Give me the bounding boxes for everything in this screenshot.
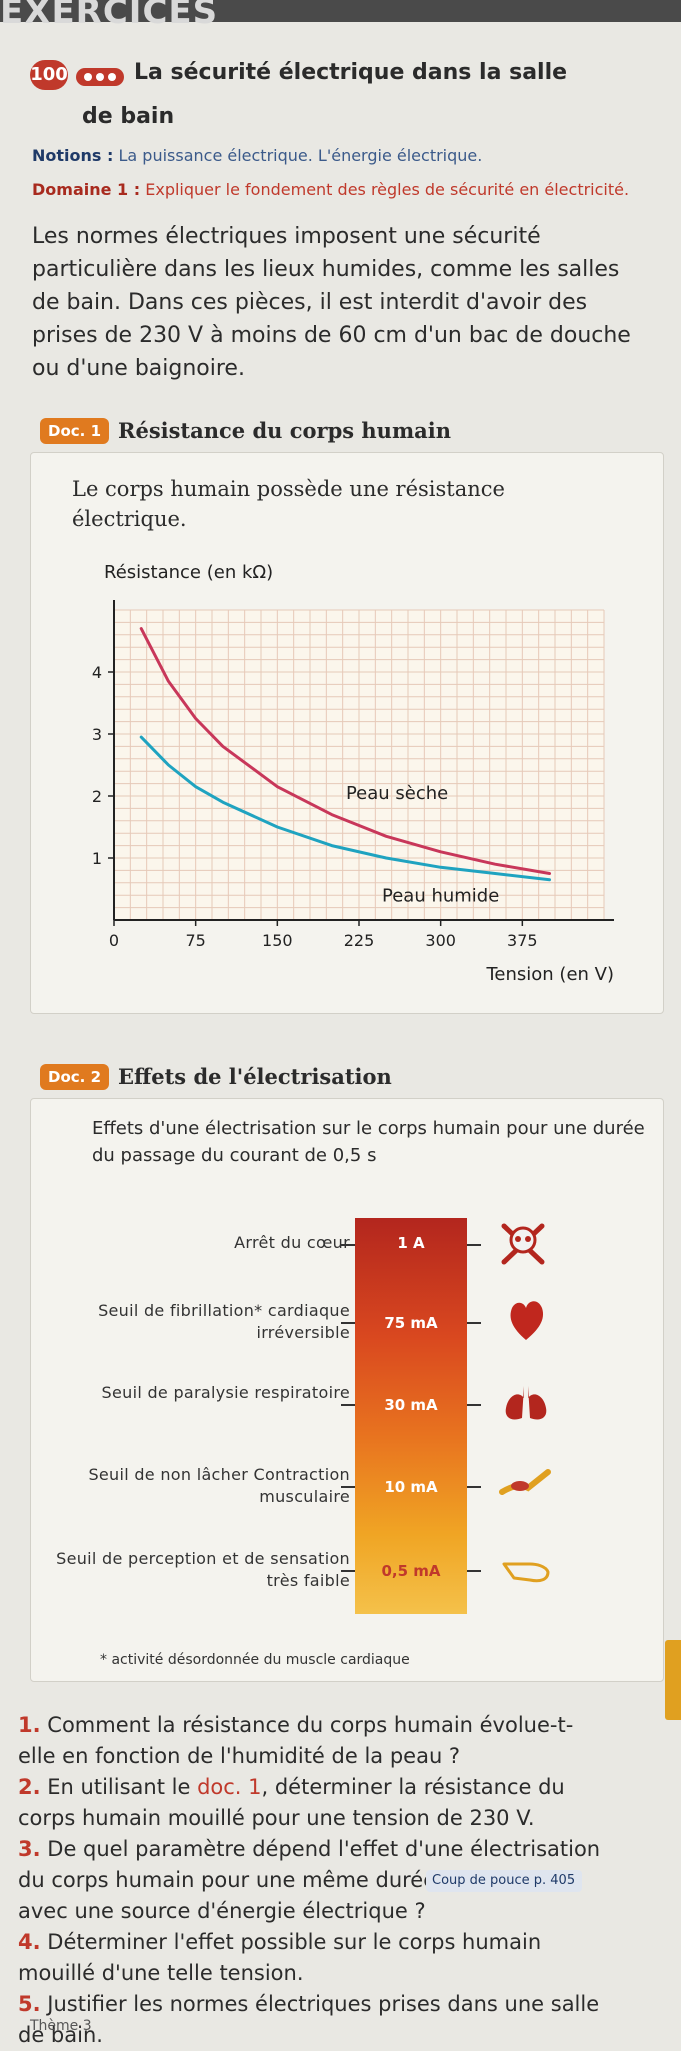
chart-ticks: 0 75 150 225 300 375 1 2 3 4 xyxy=(92,663,538,950)
tick-mark xyxy=(341,1404,355,1406)
domaine-label: Domaine 1 : xyxy=(32,180,141,199)
exercise-title: La sécurité électrique dans la salle xyxy=(134,60,568,85)
skull-crossbones-icon xyxy=(501,1223,545,1265)
y-tick-label: 4 xyxy=(92,663,102,682)
question-number: 4. xyxy=(18,1930,41,1954)
margin-tab xyxy=(665,1640,681,1720)
exercise-title-line2: de bain xyxy=(82,104,175,129)
question-number: 3. xyxy=(18,1837,41,1861)
notions-text: La puissance électrique. L'énergie élect… xyxy=(118,146,483,165)
arm-muscle-icon xyxy=(499,1469,551,1495)
x-tick-label: 375 xyxy=(507,931,538,950)
doc2-intro: Effets d'une électrisation sur le corps … xyxy=(92,1118,645,1166)
tick-mark xyxy=(341,1244,355,1246)
question-number: 5. xyxy=(18,1992,41,2016)
tick-mark xyxy=(341,1322,355,1324)
tick-mark xyxy=(467,1570,481,1572)
level-label: Seuil de paralysie respiratoire xyxy=(101,1383,350,1402)
x-tick-label: 0 xyxy=(109,931,119,950)
question-item: 2. En utilisant le doc. 1, déterminer la… xyxy=(18,1772,608,1834)
tick-mark xyxy=(341,1486,355,1488)
tick-mark xyxy=(467,1244,481,1246)
tick-mark xyxy=(467,1486,481,1488)
question-item: 4. Déterminer l'effet possible sur le co… xyxy=(18,1927,608,1989)
header-band: EXERCICES xyxy=(0,0,681,32)
x-tick-label: 150 xyxy=(262,931,293,950)
doc1-title: Résistance du corps humain xyxy=(118,418,452,443)
question-number: 1. xyxy=(18,1713,41,1737)
y-tick-label: 1 xyxy=(92,849,102,868)
series-line xyxy=(139,627,552,875)
y-tick-label: 2 xyxy=(92,787,102,806)
series-line xyxy=(139,735,552,882)
current-scale-bar xyxy=(355,1218,467,1614)
chart-axes xyxy=(113,600,614,921)
tick-mark xyxy=(467,1322,481,1324)
lungs-icon xyxy=(505,1386,547,1420)
x-tick-label: 225 xyxy=(344,931,375,950)
question-item: 5. Justifier les normes électriques pris… xyxy=(18,1989,608,2051)
chart-y-label: Résistance (en kΩ) xyxy=(104,562,273,583)
level-value: 0,5 mA xyxy=(381,1562,441,1580)
question-item: 1. Comment la résistance du corps humain… xyxy=(18,1710,608,1772)
section-title: EXERCICES xyxy=(0,0,219,32)
exercise-number: 100 xyxy=(30,60,68,90)
tick-mark xyxy=(341,1570,355,1572)
chart-lines: Peau sèche Peau humide xyxy=(139,627,552,906)
series-label: Peau sèche xyxy=(346,783,448,804)
level-label: Seuil de non lâcher Contraction musculai… xyxy=(88,1465,350,1506)
tick-mark xyxy=(467,1404,481,1406)
question-text: Déterminer l'effet possible sur le corps… xyxy=(18,1930,542,1985)
footer-theme: Thème 3 xyxy=(30,2018,92,2034)
doc1-tag: Doc. 1 xyxy=(40,418,110,444)
level-label: Seuil de fibrillation* cardiaque irréver… xyxy=(98,1301,350,1342)
notions-label: Notions : xyxy=(32,146,114,165)
doc2-panel xyxy=(30,1098,664,1682)
chart-x-label: Tension (en V) xyxy=(485,964,614,985)
x-tick-label: 75 xyxy=(185,931,205,950)
doc1-text: Le corps humain possède une résistance é… xyxy=(72,477,505,531)
question-text: Justifier les normes électriques prises … xyxy=(18,1992,600,2047)
level-label: Arrêt du cœur xyxy=(234,1233,350,1252)
resistance-chart: 0 75 150 225 300 375 1 2 3 4 Peau sèche Peau humid… xyxy=(92,562,614,985)
level-label: Seuil de perception et de sensation très… xyxy=(56,1549,350,1590)
question-text: Comment la résistance du corps humain év… xyxy=(18,1713,574,1768)
y-tick-label: 3 xyxy=(92,725,102,744)
doc2-title: Effets de l'électrisation xyxy=(118,1064,392,1089)
level-value: 30 mA xyxy=(384,1396,438,1414)
x-tick-label: 300 xyxy=(425,931,456,950)
difficulty-level-icon xyxy=(76,68,124,86)
doc-reference-link[interactable]: doc. 1 xyxy=(197,1775,262,1799)
pointing-hand-icon xyxy=(502,1562,550,1583)
domaine-text: Expliquer le fondement des règles de séc… xyxy=(145,180,630,199)
coup-de-pouce-badge[interactable]: Coup de pouce p. 405 xyxy=(426,1870,582,1892)
level-value: 75 mA xyxy=(384,1314,438,1332)
series-label: Peau humide xyxy=(382,885,499,906)
doc2-footnote: * activité désordonnée du muscle cardiaq… xyxy=(100,1652,410,1668)
chart-grid xyxy=(113,609,605,921)
question-number: 2. xyxy=(18,1775,41,1799)
level-value: 1 A xyxy=(397,1234,425,1252)
notions-line: Notions : La puissance électrique. L'éne… xyxy=(32,146,482,165)
domaine-line: Domaine 1 : Expliquer le fondement des r… xyxy=(32,180,629,199)
level-value: 10 mA xyxy=(384,1478,438,1496)
heart-icon xyxy=(510,1301,544,1340)
intro-paragraph: Les normes électriques imposent une sécu… xyxy=(32,224,631,381)
doc2-tag: Doc. 2 xyxy=(40,1064,110,1090)
questions-list: 1. Comment la résistance du corps humain… xyxy=(18,1710,608,2051)
question-text: En utilisant le xyxy=(47,1775,191,1799)
question-text: , déterminer la résistance du corps huma… xyxy=(18,1775,565,1830)
